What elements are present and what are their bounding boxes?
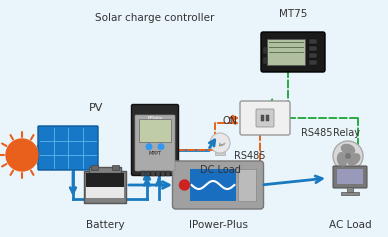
Bar [341, 192, 359, 195]
Text: RS485: RS485 [234, 151, 266, 161]
Bar [266, 115, 269, 121]
FancyBboxPatch shape [132, 105, 178, 176]
Bar [91, 165, 98, 170]
Bar [309, 60, 317, 65]
Bar [215, 149, 225, 155]
Circle shape [345, 153, 351, 159]
Text: ON: ON [222, 116, 237, 126]
Bar [309, 46, 317, 51]
Circle shape [158, 144, 164, 150]
Bar [166, 171, 170, 176]
Bar [89, 167, 121, 173]
Bar [86, 173, 124, 187]
Text: EPSolar: EPSolar [147, 116, 163, 120]
Ellipse shape [337, 152, 348, 167]
Text: Battery: Battery [86, 220, 124, 230]
Circle shape [180, 180, 189, 190]
FancyBboxPatch shape [333, 166, 367, 188]
Text: MT75: MT75 [279, 9, 307, 19]
Bar [237, 169, 256, 201]
Bar [267, 39, 305, 65]
Bar [337, 169, 363, 184]
Bar [261, 115, 264, 121]
Text: RS485: RS485 [301, 128, 333, 138]
Circle shape [210, 133, 230, 153]
Bar [86, 185, 124, 198]
Text: Relay: Relay [334, 128, 360, 138]
Bar [139, 119, 171, 142]
Text: PV: PV [89, 103, 103, 113]
Bar [161, 171, 165, 176]
Circle shape [333, 141, 363, 171]
FancyBboxPatch shape [240, 101, 290, 135]
Bar [263, 57, 267, 64]
Bar [112, 165, 119, 170]
Text: DC Load: DC Load [199, 165, 241, 175]
Ellipse shape [341, 144, 355, 155]
Bar [190, 169, 236, 201]
Bar [347, 187, 353, 192]
Bar [84, 171, 126, 203]
Bar [146, 171, 150, 176]
Text: MPPT: MPPT [149, 151, 161, 156]
FancyBboxPatch shape [261, 32, 325, 72]
Text: IPower-Plus: IPower-Plus [189, 220, 248, 230]
Circle shape [146, 144, 152, 150]
Bar [309, 53, 317, 58]
FancyBboxPatch shape [135, 115, 175, 171]
Text: Solar charge controller: Solar charge controller [95, 13, 215, 23]
FancyBboxPatch shape [38, 126, 98, 170]
Ellipse shape [347, 153, 360, 166]
Circle shape [6, 139, 38, 171]
Text: AC Load: AC Load [329, 220, 371, 230]
FancyBboxPatch shape [173, 161, 263, 209]
Bar [151, 171, 155, 176]
FancyBboxPatch shape [256, 109, 274, 127]
Bar [263, 47, 267, 54]
Bar [156, 171, 160, 176]
Bar [309, 39, 317, 44]
Bar [141, 171, 145, 176]
